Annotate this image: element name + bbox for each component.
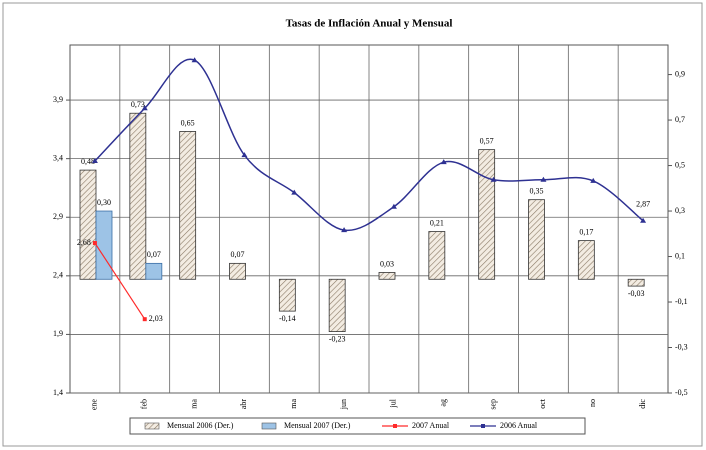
marker — [540, 176, 547, 182]
marker — [91, 158, 98, 163]
marker — [341, 227, 348, 233]
data-label: -0,14 — [279, 314, 296, 323]
bar — [278, 278, 296, 312]
chart-title: Tasas de Inflación Anual y Mensual — [286, 18, 453, 30]
y2-tick-label: 0,7 — [675, 115, 685, 124]
x-tick-label: ag — [439, 399, 448, 407]
legend-label: Mensual 2006 (Der.) — [167, 421, 234, 430]
data-label: 2,68 — [77, 238, 91, 247]
x-tick-label: jul — [389, 398, 398, 408]
x-tick-label: ma — [289, 399, 298, 409]
y-tick-label: 3,9 — [53, 95, 63, 104]
bar — [79, 169, 97, 280]
y2-tick-label: 0,5 — [675, 160, 685, 169]
legend-box — [129, 417, 586, 435]
y2-tick-label: -0,5 — [675, 388, 688, 397]
legend-swatch — [144, 422, 160, 430]
legend-swatch — [261, 422, 277, 430]
data-label: 0,57 — [480, 136, 494, 145]
marker — [241, 152, 248, 158]
y-tick-label: 2,4 — [53, 271, 63, 280]
marker — [191, 57, 198, 63]
x-tick-label: oct — [538, 398, 547, 409]
bar — [129, 112, 147, 280]
x-tick-label: jun — [339, 399, 348, 410]
legend-label: 2006 Anual — [500, 421, 538, 430]
marker — [640, 217, 647, 223]
bar — [428, 231, 446, 280]
legend-label: 2007 Anual — [412, 421, 450, 430]
bar — [577, 240, 595, 280]
data-label: 0,35 — [530, 186, 544, 195]
marker — [142, 317, 147, 322]
x-tick-label: feb — [140, 399, 149, 409]
bar — [145, 262, 163, 280]
x-tick-label: sep — [488, 399, 497, 410]
x-tick-label: dic — [638, 399, 647, 409]
marker — [390, 203, 397, 209]
y-tick-label: 1,9 — [53, 329, 63, 338]
data-label: 0,07 — [231, 250, 245, 259]
legend-swatch-marker — [481, 424, 485, 428]
x-tick-label: ma — [189, 399, 198, 409]
bar — [229, 262, 246, 280]
y-tick-label: 2,9 — [53, 212, 63, 221]
y-tick-label: 1,4 — [53, 388, 63, 397]
marker — [440, 159, 447, 165]
marker — [92, 241, 97, 246]
data-label: 0,21 — [430, 218, 444, 227]
bar — [328, 278, 346, 332]
line — [94, 242, 146, 320]
data-label: -0,23 — [329, 334, 346, 343]
bar — [478, 149, 496, 280]
bar — [95, 210, 113, 280]
data-label: 0,17 — [579, 227, 593, 236]
legend-swatch-marker — [393, 424, 397, 428]
marker — [590, 177, 597, 183]
y-tick-label: 3,4 — [53, 153, 63, 162]
data-label: 2,03 — [149, 314, 163, 323]
y2-tick-label: -0,1 — [675, 297, 688, 306]
y2-tick-label: 0,1 — [675, 251, 685, 260]
data-label: 0,03 — [380, 259, 394, 268]
data-label: 0,07 — [147, 250, 161, 259]
bar — [378, 272, 396, 280]
marker — [141, 105, 148, 111]
bar — [179, 131, 197, 280]
x-tick-label: abr — [239, 399, 248, 410]
data-label: 2,87 — [636, 200, 650, 209]
y2-tick-label: -0,3 — [675, 342, 688, 351]
bar — [528, 199, 545, 280]
data-label: 0,48 — [81, 157, 95, 166]
x-tick-label: no — [588, 399, 597, 407]
marker — [490, 176, 497, 182]
data-label: 0,73 — [131, 100, 145, 109]
legend-label: Mensual 2007 (Der.) — [284, 421, 351, 430]
y2-tick-label: 0,9 — [675, 69, 685, 78]
bar — [627, 278, 645, 287]
data-label: -0,03 — [628, 289, 645, 298]
data-label: 0,30 — [97, 198, 111, 207]
x-tick-label: ene — [90, 399, 99, 411]
data-label: 0,65 — [181, 118, 195, 127]
y2-tick-label: 0,3 — [675, 206, 685, 215]
marker — [291, 189, 298, 195]
